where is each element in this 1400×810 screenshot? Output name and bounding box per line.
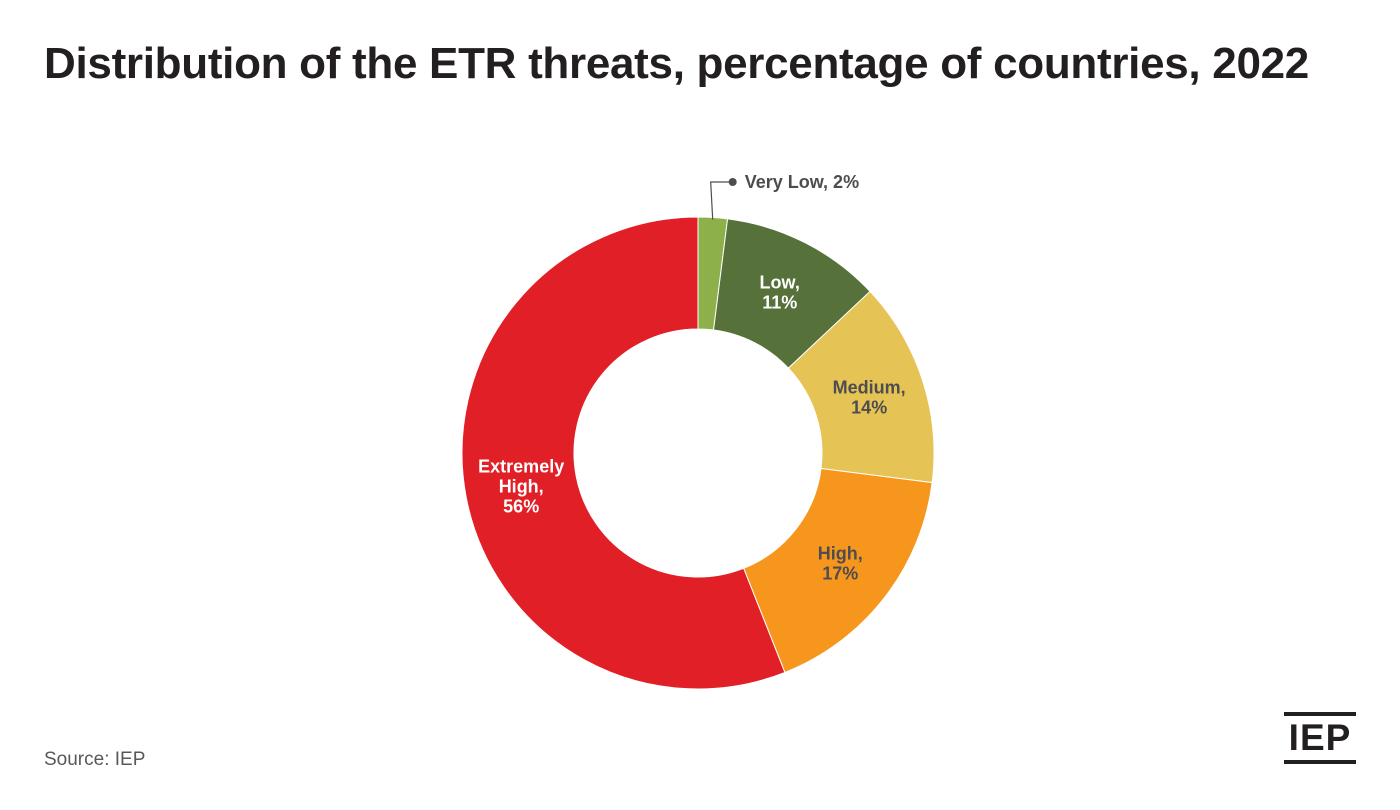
label-medium: Medium, 14% (833, 377, 906, 417)
label-extremely-high: Extremely High, 56% (478, 457, 564, 517)
logo-bottom-rule (1284, 760, 1356, 764)
label-high: High, 17% (818, 543, 863, 583)
chart-title: Distribution of the ETR threats, percent… (44, 39, 1309, 88)
slice-high (742, 467, 933, 674)
leader-line-very-low (710, 181, 733, 220)
slice-medium (787, 290, 935, 484)
leader-dot-very-low (728, 178, 737, 186)
logo-text: IEP (1288, 717, 1352, 758)
iep-logo: IEP (1284, 712, 1356, 764)
label-low: Low, 11% (760, 273, 800, 313)
slice-extremely-high (461, 216, 786, 690)
logo-top-rule (1284, 712, 1356, 716)
label-very-low: Very Low, 2% (745, 172, 859, 192)
source-note: Source: IEP (44, 749, 146, 770)
